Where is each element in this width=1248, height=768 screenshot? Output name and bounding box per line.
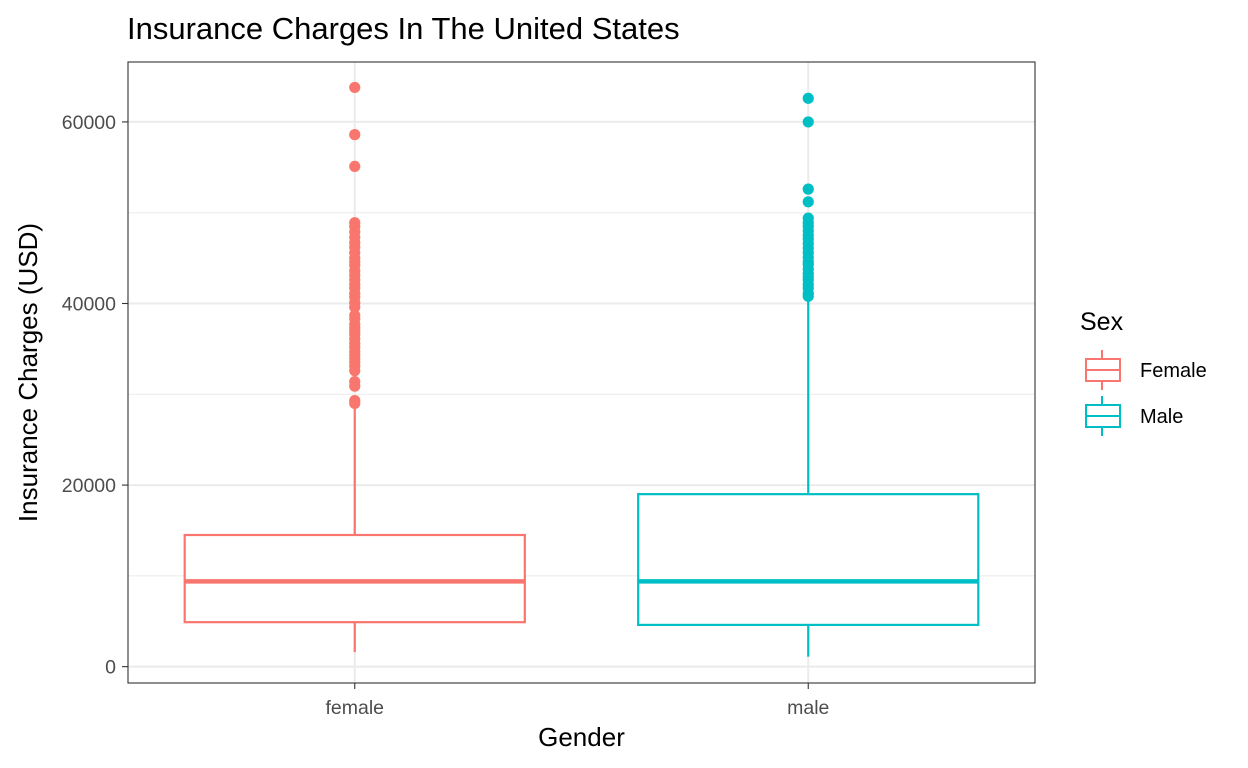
legend-key-male: Male [1085,396,1183,436]
box-male [637,92,980,657]
x-axis: female male [325,683,829,719]
y-tick-label: 60000 [62,112,116,134]
x-axis-title: Gender [538,722,625,752]
y-axis: 0 20000 40000 60000 [62,112,128,679]
outlier-point [802,196,814,208]
outlier-point [349,81,361,94]
outlier-point [349,129,361,141]
y-tick-label: 40000 [62,294,116,316]
outlier-point [349,160,361,173]
outlier-point [349,375,361,388]
legend-title: Sex [1080,308,1124,336]
outlier-point [802,116,814,128]
legend: Sex Female Male [1080,308,1207,436]
outlier-point [349,309,361,321]
outlier-point [349,217,361,229]
box-series [183,81,980,657]
box-iqr [637,493,980,626]
y-tick-label: 20000 [62,475,116,497]
box-female [183,81,526,653]
chart-title: Insurance Charges In The United States [127,11,680,46]
y-axis-title: Insurance Charges (USD) [13,223,43,522]
outlier-point [349,395,361,407]
legend-label: Male [1140,406,1183,428]
x-tick-label: male [787,697,829,719]
legend-label: Female [1140,360,1207,382]
outlier-point [802,92,814,104]
x-tick-label: female [325,697,384,719]
outlier-point [802,212,814,224]
y-tick-label: 0 [105,657,116,679]
plot-panel-border [127,61,1036,684]
outlier-point [802,183,814,195]
legend-key-female: Female [1085,350,1207,390]
box-iqr [183,533,526,624]
